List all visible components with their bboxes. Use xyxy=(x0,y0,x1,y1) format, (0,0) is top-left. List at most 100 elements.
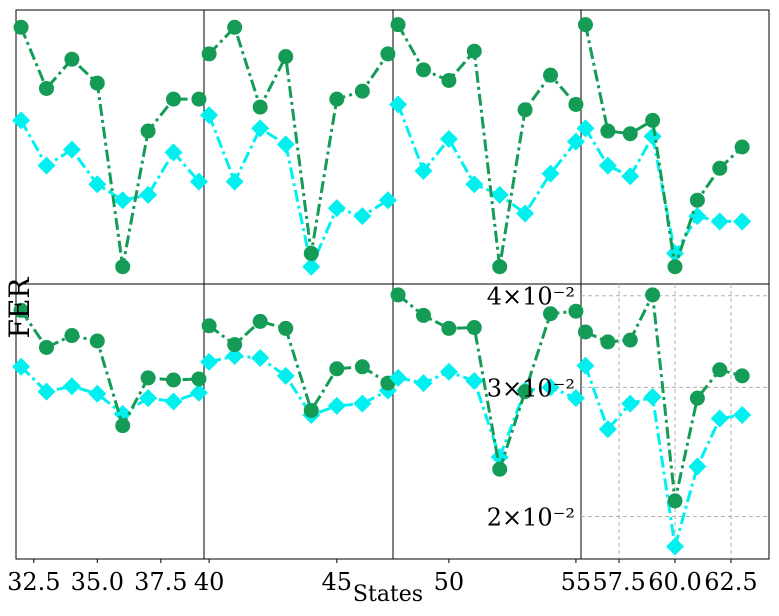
panel-frames xyxy=(15,9,770,560)
dot-series-point xyxy=(201,318,217,334)
top-diamond-series-point xyxy=(516,204,535,223)
top-dot-series-point xyxy=(667,259,683,275)
top-diamond-series-point xyxy=(225,172,244,191)
diamond-series-point xyxy=(414,374,433,393)
top-diamond-series-point xyxy=(200,106,219,125)
dot-series-point xyxy=(441,320,457,336)
top-dot-series-point xyxy=(543,67,559,83)
dot-series-point xyxy=(13,302,29,318)
top-diamond-series-point xyxy=(490,185,509,204)
top-diamond-series-point xyxy=(566,132,585,151)
top-dot-series-point xyxy=(140,123,156,139)
top-dot-series-point xyxy=(278,49,294,65)
x-tick-label: 32.5 xyxy=(7,568,60,596)
dot-series-point xyxy=(492,461,508,477)
top-diamond-series-point xyxy=(598,156,617,175)
dot-series-point xyxy=(568,303,584,319)
diamond-series-point xyxy=(251,348,270,367)
diamond-series-point xyxy=(276,366,295,385)
x-tick-label: 35.0 xyxy=(71,568,124,596)
top-dot-series-point xyxy=(441,73,457,88)
top-diamond-series-point xyxy=(439,130,458,149)
diamond-series-point xyxy=(733,406,752,425)
x-tick-label: 40 xyxy=(194,568,225,596)
dot-series-point xyxy=(191,371,207,387)
axis-ticks: 32.5 35.0 37.5 40 45 50 55 57.5 60.0 62.5 4×10⁻² 3×… xyxy=(7,283,758,596)
x-axis-label: States xyxy=(353,582,423,607)
top-dot-series-point xyxy=(390,17,406,33)
diamond-series-point xyxy=(12,357,31,376)
dot-series-point xyxy=(390,287,406,303)
top-dot-series-point xyxy=(201,46,217,62)
diamond-series-point xyxy=(37,382,56,401)
top-dot-series-point xyxy=(64,51,80,67)
diamond-series-point xyxy=(327,396,346,415)
top-diamond-series-point xyxy=(88,175,107,194)
top-diamond-series-point xyxy=(37,156,56,175)
top-dot-series-point xyxy=(380,46,396,62)
top-diamond-series-point xyxy=(414,161,433,180)
top-diamond-series-point xyxy=(541,164,560,183)
dot-series-point xyxy=(689,390,705,406)
top-dot-series-point xyxy=(415,62,431,78)
top-diamond-series-line xyxy=(207,114,389,269)
top-dot-series-point xyxy=(303,245,319,261)
diamond-series-point xyxy=(389,368,408,387)
top-dot-series-point xyxy=(712,160,728,176)
bottom-panel-frame xyxy=(15,283,205,560)
diamond-series-point xyxy=(666,537,684,556)
top-diamond-series-point xyxy=(710,212,729,231)
top-dot-series-point xyxy=(329,91,345,107)
diamond-series-point xyxy=(598,420,617,439)
top-diamond-series-point xyxy=(327,199,346,218)
x-tick-label: 50 xyxy=(434,568,465,596)
bottom-panel-frame xyxy=(203,283,394,560)
dot-series-point xyxy=(577,324,593,340)
dot-series-point xyxy=(622,332,638,348)
top-diamond-series-point xyxy=(389,95,408,114)
dot-series-point xyxy=(667,493,683,509)
top-dot-series-point xyxy=(354,83,370,99)
diamond-series-point xyxy=(225,347,244,366)
dot-series-point xyxy=(517,384,533,400)
diamond-series-point xyxy=(200,352,219,371)
top-diamond-series-point xyxy=(465,175,484,194)
dot-series-point xyxy=(89,333,105,349)
diamond-series-point xyxy=(164,392,183,411)
dot-series-point xyxy=(600,334,616,350)
dot-series-point xyxy=(645,287,661,303)
dot-series-point xyxy=(140,370,156,386)
diamond-series-point xyxy=(566,389,585,408)
dot-series-point xyxy=(115,418,131,434)
top-diamond-series-point xyxy=(189,172,208,191)
dot-series-point xyxy=(278,320,294,336)
top-diamond-series-point xyxy=(276,135,295,154)
dot-series-line xyxy=(584,293,743,503)
top-diamond-series-line xyxy=(396,103,578,215)
diamond-series-point xyxy=(439,362,458,381)
top-dot-series-point xyxy=(38,80,54,96)
diamond-series-point xyxy=(465,372,484,391)
dot-series-point xyxy=(166,372,182,388)
dot-series-point xyxy=(466,320,482,336)
top-dot-series-point xyxy=(645,112,661,128)
top-dot-series-point xyxy=(577,17,593,33)
top-dot-series-point xyxy=(734,139,750,155)
diamond-series-point xyxy=(710,409,729,428)
top-dot-series-point xyxy=(517,102,533,118)
y-axis-label: FER xyxy=(3,277,36,339)
top-diamond-series-point xyxy=(12,111,31,130)
x-tick-label: 57.5 xyxy=(592,568,645,596)
top-dot-series-point xyxy=(600,123,616,139)
diamond-series-point xyxy=(688,457,707,476)
y-tick-label: 4×10⁻² xyxy=(487,283,575,311)
top-diamond-series-point xyxy=(621,167,640,186)
top-diamond-series-point xyxy=(378,191,397,210)
top-dot-series-line xyxy=(396,23,578,269)
top-dot-series-point xyxy=(166,91,182,107)
top-dot-series-point xyxy=(568,96,584,112)
top-diamond-series-point xyxy=(164,143,183,162)
top-diamond-series-point xyxy=(251,119,270,138)
top-dot-series-point xyxy=(252,99,268,115)
